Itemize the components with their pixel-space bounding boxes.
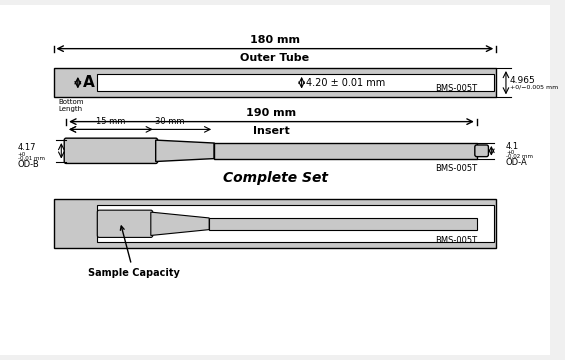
Text: OD-B: OD-B [18,160,39,169]
FancyBboxPatch shape [97,74,494,91]
FancyBboxPatch shape [0,2,553,358]
Text: -0.01 mm: -0.01 mm [18,156,45,161]
Text: +0: +0 [506,150,514,155]
FancyBboxPatch shape [97,210,153,237]
Text: 4.1: 4.1 [506,143,519,152]
Text: BMS-005T: BMS-005T [434,165,477,174]
Text: 30 mm: 30 mm [155,117,184,126]
Text: 4.20 ± 0.01 mm: 4.20 ± 0.01 mm [306,78,386,88]
Polygon shape [151,212,209,235]
Text: Sample Capacity: Sample Capacity [88,226,180,278]
Text: 15 mm: 15 mm [96,117,125,126]
Text: Complete Set: Complete Set [223,171,328,185]
Text: 4.17: 4.17 [18,143,36,152]
Text: OD-A: OD-A [506,158,528,167]
Text: 180 mm: 180 mm [250,35,300,45]
FancyBboxPatch shape [97,205,494,242]
Text: Bottom
Length: Bottom Length [58,99,84,112]
Text: A: A [82,75,94,90]
FancyBboxPatch shape [475,145,488,157]
Polygon shape [156,140,214,162]
FancyBboxPatch shape [214,143,477,159]
Text: 4.965: 4.965 [510,76,536,85]
Text: BMS-005T: BMS-005T [434,236,477,245]
Text: Outer Tube: Outer Tube [240,53,310,63]
FancyBboxPatch shape [64,138,158,163]
Text: +0: +0 [18,152,26,157]
Text: BMS-005T: BMS-005T [434,84,477,93]
FancyBboxPatch shape [209,218,477,230]
Text: -0.02 mm: -0.02 mm [506,154,533,159]
FancyBboxPatch shape [54,68,496,97]
Text: 190 mm: 190 mm [246,108,297,118]
FancyBboxPatch shape [54,199,496,248]
Text: Insert: Insert [253,126,290,135]
Text: +0/−0.005 mm: +0/−0.005 mm [510,84,558,89]
